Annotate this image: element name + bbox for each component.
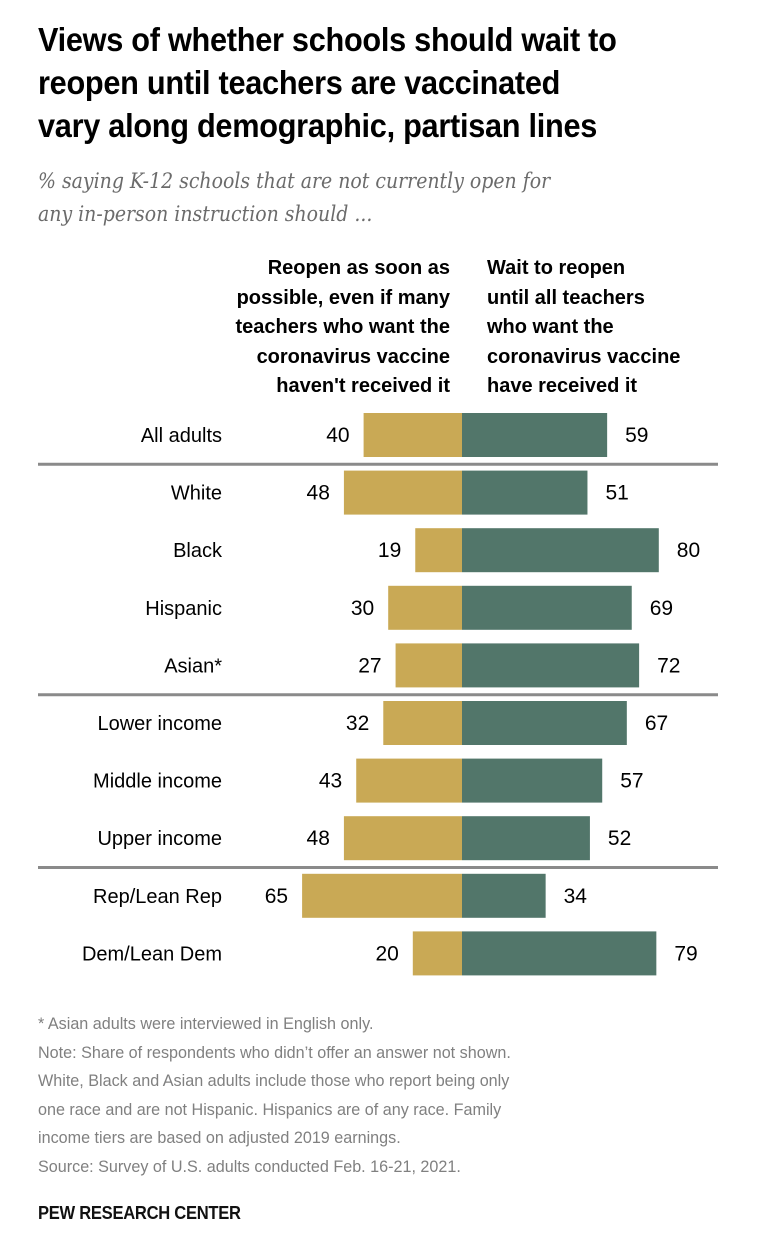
data-label-wait: 57	[620, 770, 643, 793]
note-line: income tiers are based on adjusted 2019 …	[38, 1128, 401, 1147]
data-label-reopen: 48	[307, 482, 330, 505]
legend-reopen-header-line: possible, even if many	[236, 286, 450, 309]
data-label-reopen: 48	[307, 827, 330, 850]
data-label-wait: 80	[677, 539, 700, 562]
data-label-wait: 52	[608, 827, 631, 850]
legend-reopen-header-line: coronavirus vaccine	[256, 345, 450, 368]
chart-title-line: reopen until teachers are vaccinated	[38, 64, 561, 101]
bar-wait	[462, 413, 608, 457]
bar-wait	[462, 931, 657, 976]
legend-wait-header: Wait to reopen until all teachers who wa…	[487, 254, 680, 402]
data-label-reopen: 65	[265, 885, 288, 908]
bar-wait	[462, 758, 603, 803]
data-label-reopen: 19	[378, 539, 401, 562]
bar-wait	[462, 585, 632, 630]
data-label-reopen: 20	[375, 942, 398, 965]
data-label-wait: 51	[605, 482, 628, 505]
bar-reopen	[395, 643, 462, 688]
bar-wait	[462, 701, 627, 745]
bar-wait	[462, 470, 588, 515]
note-line: one race and are not Hispanic. Hispanics…	[38, 1099, 502, 1119]
chart-title-line: vary along demographic, partisan lines	[38, 107, 598, 144]
bar-reopen	[343, 816, 462, 861]
bar-reopen	[302, 873, 462, 918]
bar-wait	[462, 816, 590, 861]
data-label-wait: 69	[650, 597, 673, 620]
bar-reopen	[412, 931, 462, 976]
category-label: Rep/Lean Rep	[93, 886, 222, 908]
data-label-reopen: 43	[319, 770, 342, 793]
note-line: * Asian adults were interviewed in Engli…	[38, 1014, 374, 1033]
category-label: Lower income	[97, 713, 222, 735]
legend-wait-header-line: until all teachers	[487, 286, 645, 309]
legend-wait-header-line: coronavirus vaccine	[487, 345, 681, 368]
category-label: Dem/Lean Dem	[82, 943, 222, 965]
data-label-wait: 72	[657, 654, 680, 677]
data-label-wait: 34	[564, 885, 588, 908]
category-label: Middle income	[93, 771, 222, 793]
data-label-wait: 79	[674, 942, 697, 965]
bar-reopen	[343, 470, 462, 515]
bar-reopen	[388, 585, 462, 630]
chart-notes: * Asian adults were interviewed in Engli…	[38, 1010, 511, 1181]
bar-wait	[462, 873, 546, 918]
data-label-reopen: 40	[326, 424, 349, 447]
data-label-reopen: 30	[351, 597, 374, 620]
legend-wait-header-line: have received it	[487, 375, 638, 398]
category-label: Hispanic	[145, 598, 222, 620]
legend-reopen-header-line: Reopen as soon as	[267, 257, 450, 279]
category-label: Upper income	[97, 828, 222, 850]
category-label: Asian*	[164, 655, 222, 677]
legend-reopen-header: Reopen as soon as possible, even if many…	[236, 254, 451, 402]
data-label-wait: 67	[645, 712, 668, 735]
legend-wait-header-line: Wait to reopen	[487, 257, 626, 279]
bar-reopen	[383, 701, 462, 745]
bar-wait	[462, 528, 659, 573]
category-label: White	[171, 483, 222, 505]
bar-reopen	[415, 528, 462, 573]
chart-subtitle: % saying K-12 schools that are not curre…	[38, 165, 550, 231]
legend-reopen-header-line: teachers who want the	[235, 316, 451, 339]
data-label-wait: 59	[625, 424, 648, 447]
chart-title: Views of whether schools should wait to …	[38, 18, 689, 147]
note-line: White, Black and Asian adults include th…	[38, 1071, 510, 1090]
data-label-reopen: 27	[358, 654, 381, 677]
bar-wait	[462, 643, 640, 688]
legend-wait-header-line: who want the	[487, 316, 614, 339]
chart-subtitle-line: any in-person instruction should ...	[38, 202, 373, 226]
note-line: Note: Share of respondents who didn’t of…	[38, 1042, 511, 1062]
bar-reopen	[363, 413, 462, 457]
source-line: Source: Survey of U.S. adults conducted …	[38, 1156, 461, 1176]
legend-reopen-header-line: haven't received it	[276, 375, 450, 398]
chart-title-line: Views of whether schools should wait to	[38, 21, 617, 58]
category-label: Black	[173, 540, 223, 562]
pew-research-center-logo: PEW RESEARCH CENTER	[38, 1203, 241, 1223]
category-label: All adults	[141, 425, 222, 447]
bar-reopen	[356, 758, 462, 803]
chart-subtitle-line: % saying K-12 schools that are not curre…	[38, 169, 551, 193]
data-label-reopen: 32	[346, 712, 369, 735]
